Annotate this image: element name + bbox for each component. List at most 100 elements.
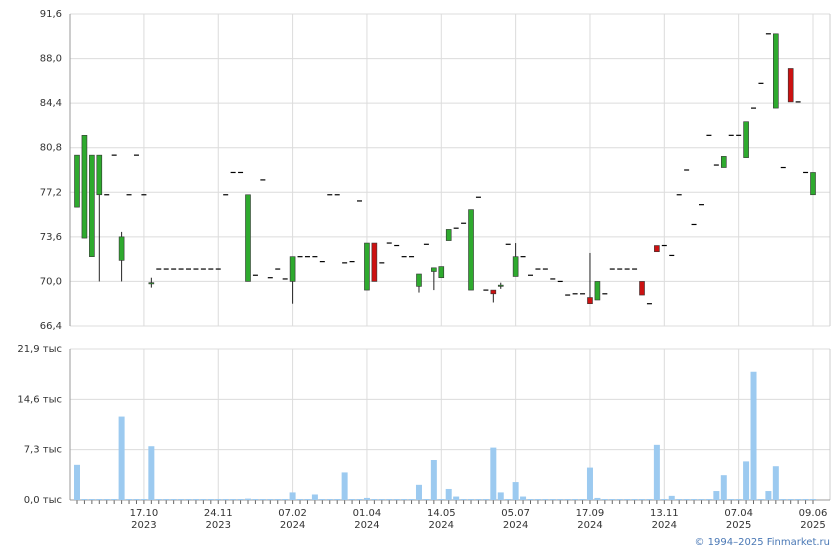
volume-bar (668, 495, 675, 500)
volume-bar (230, 499, 237, 500)
volume-bar (609, 499, 616, 500)
candle-body (512, 256, 519, 277)
volume-bar (326, 499, 333, 500)
volume-bar (765, 491, 772, 500)
copyright: © 1994–2025 Finmarket.ru (694, 537, 830, 548)
x-tick-label: 14.05 (427, 508, 456, 519)
volume-bar (743, 461, 750, 500)
y-tick-label: 88,0 (40, 54, 62, 65)
volume-bar (311, 494, 318, 500)
x-tick-label: 07.02 (278, 508, 307, 519)
x-tick-label: 01.04 (353, 508, 382, 519)
x-tick-year: 2024 (577, 520, 602, 531)
x-tick-label: 17.10 (130, 508, 159, 519)
volume-bar (282, 499, 289, 500)
volume-bar (534, 499, 541, 500)
volume-bar (468, 499, 475, 500)
volume-bar (757, 499, 764, 500)
y-tick-label: 80,8 (40, 143, 62, 154)
volume-bar (341, 472, 348, 500)
candle-body (639, 281, 645, 296)
volume-bar (520, 496, 527, 500)
y-tick-label: 77,2 (40, 187, 62, 198)
volume-bar (705, 499, 712, 500)
volume-bar (750, 371, 757, 500)
volume-bar (222, 499, 229, 500)
volume-bar (297, 499, 304, 500)
y-tick-label: 73,6 (40, 232, 62, 243)
y2-tick-label: 7,3 тыс (24, 445, 62, 456)
volume-bar (319, 499, 326, 500)
volume-bar (780, 499, 787, 500)
volume-bar (88, 499, 95, 500)
candle-body (74, 154, 80, 208)
y2-tick-label: 21,9 тыс (17, 344, 62, 355)
x-tick-year: 2025 (726, 520, 751, 531)
volume-bar (616, 499, 623, 500)
x-tick-year: 2024 (354, 520, 379, 531)
candle-body (148, 282, 155, 285)
volume-bar (698, 499, 705, 500)
volume-bar (497, 492, 504, 500)
candle-body (438, 266, 445, 279)
volume-bar (148, 446, 155, 500)
volume-bar (676, 499, 683, 500)
x-tick-label: 17.09 (576, 508, 605, 519)
volume-bar (96, 499, 103, 500)
candle-body (416, 273, 422, 287)
candle-body (594, 281, 601, 301)
candle-body (787, 68, 794, 103)
volume-bar (334, 499, 341, 500)
y2-tick-label: 14,6 тыс (17, 394, 62, 405)
volume-bar (624, 499, 631, 500)
candle-body (445, 229, 452, 241)
volume-bar (163, 499, 170, 500)
volume-bar (237, 499, 244, 500)
volume-bar (289, 492, 296, 500)
volume-bar (653, 444, 660, 500)
volume-bar (81, 499, 88, 500)
y-tick-label: 70,0 (40, 276, 62, 287)
y-tick-label: 66,4 (40, 321, 62, 332)
x-tick-label: 07.04 (724, 508, 753, 519)
candle-body (587, 297, 593, 305)
volume-bar (386, 499, 393, 500)
volume-bar (482, 499, 489, 500)
volume-bar (401, 499, 408, 500)
candle-body (490, 289, 497, 295)
x-tick-year: 2024 (429, 520, 454, 531)
volume-bar (155, 499, 162, 500)
volume-bar (252, 499, 259, 500)
volume-bar (490, 447, 497, 500)
volume-bar (810, 499, 816, 500)
volume-bar (356, 499, 363, 500)
volume-bar (594, 497, 601, 500)
y-tick-label: 84,4 (40, 98, 62, 109)
volume-bar (430, 460, 437, 500)
x-tick-year: 2023 (131, 520, 156, 531)
x-tick-label: 24.11 (204, 508, 233, 519)
volume-bar (349, 499, 356, 500)
volume-bar (512, 482, 519, 500)
volume-bar (557, 499, 564, 500)
volume-bar (661, 499, 668, 500)
candle-body (289, 256, 296, 282)
volume-bar (713, 491, 720, 500)
volume-bar (549, 499, 556, 500)
volume-bar (267, 499, 274, 500)
volume-bar (363, 497, 370, 500)
volume-bar (103, 499, 110, 500)
candle-body (89, 154, 95, 257)
volume-bar (646, 499, 653, 500)
volume-bar (728, 499, 735, 500)
x-tick-label: 13.11 (650, 508, 679, 519)
x-tick-year: 2023 (206, 520, 231, 531)
x-tick-year: 2024 (280, 520, 305, 531)
volume-bar (274, 499, 281, 500)
candle-body (743, 121, 749, 158)
volume-bar (445, 488, 452, 500)
volume-bar (185, 499, 192, 500)
volume-bar (200, 499, 207, 500)
volume-bar (586, 467, 593, 500)
